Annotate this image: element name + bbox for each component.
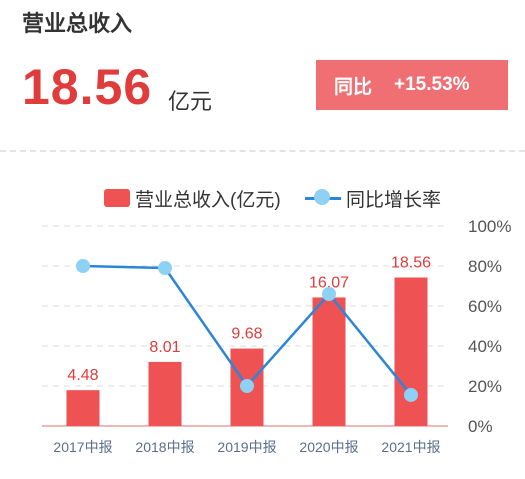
bar-series — [66, 277, 428, 426]
right-axis-tick: 40% — [468, 337, 502, 356]
x-axis-tick: 2017中报 — [53, 439, 112, 455]
right-axis-tick: 0% — [468, 417, 493, 436]
legend-line-marker — [314, 189, 330, 205]
divider — [0, 150, 525, 152]
right-axis-tick: 100% — [468, 217, 511, 236]
revenue-value: 18.56 — [22, 59, 153, 115]
chart-legend: 营业总收入(亿元) 同比增长率 — [0, 183, 525, 211]
bar-data-label: 16.07 — [309, 274, 349, 291]
bar-data-labels: 4.48 8.01 9.68 16.07 18.56 — [67, 255, 431, 385]
right-axis-tick: 20% — [468, 377, 502, 396]
growth-line-series — [76, 259, 418, 402]
growth-point — [322, 287, 336, 301]
revenue-bar — [66, 390, 100, 426]
bar-data-label: 8.01 — [149, 339, 180, 356]
right-axis-tick: 60% — [468, 297, 502, 316]
revenue-bar — [148, 361, 182, 426]
legend-bar-label: 营业总收入(亿元) — [135, 190, 281, 211]
x-axis-tick: 2019中报 — [217, 439, 276, 455]
x-axis-ticks: 2017中报 2018中报 2019中报 2020中报 2021中报 — [53, 439, 440, 455]
revenue-unit: 亿元 — [168, 89, 213, 114]
right-axis-ticks: 0% 20% 40% 60% 80% 100% — [468, 217, 511, 436]
growth-point — [76, 259, 90, 273]
bar-data-label: 4.48 — [67, 367, 98, 384]
growth-point — [240, 379, 254, 393]
x-axis-tick: 2018中报 — [135, 439, 194, 455]
revenue-bar — [312, 297, 346, 426]
revenue-bar — [394, 277, 428, 426]
legend-bar-swatch — [104, 189, 130, 207]
yoy-label: 同比 — [334, 76, 373, 98]
legend-line-label: 同比增长率 — [346, 190, 442, 211]
yoy-badge: 同比 +15.53% — [316, 60, 508, 110]
right-axis-tick: 80% — [468, 257, 502, 276]
yoy-value: +15.53% — [394, 74, 470, 95]
growth-point — [158, 261, 172, 275]
section-title: 营业总收入 — [22, 11, 133, 36]
x-axis-tick: 2021中报 — [381, 439, 440, 455]
bar-data-label: 9.68 — [231, 326, 262, 343]
x-axis-tick: 2020中报 — [299, 439, 358, 455]
growth-point — [404, 387, 418, 402]
bar-data-label: 18.56 — [391, 255, 431, 272]
